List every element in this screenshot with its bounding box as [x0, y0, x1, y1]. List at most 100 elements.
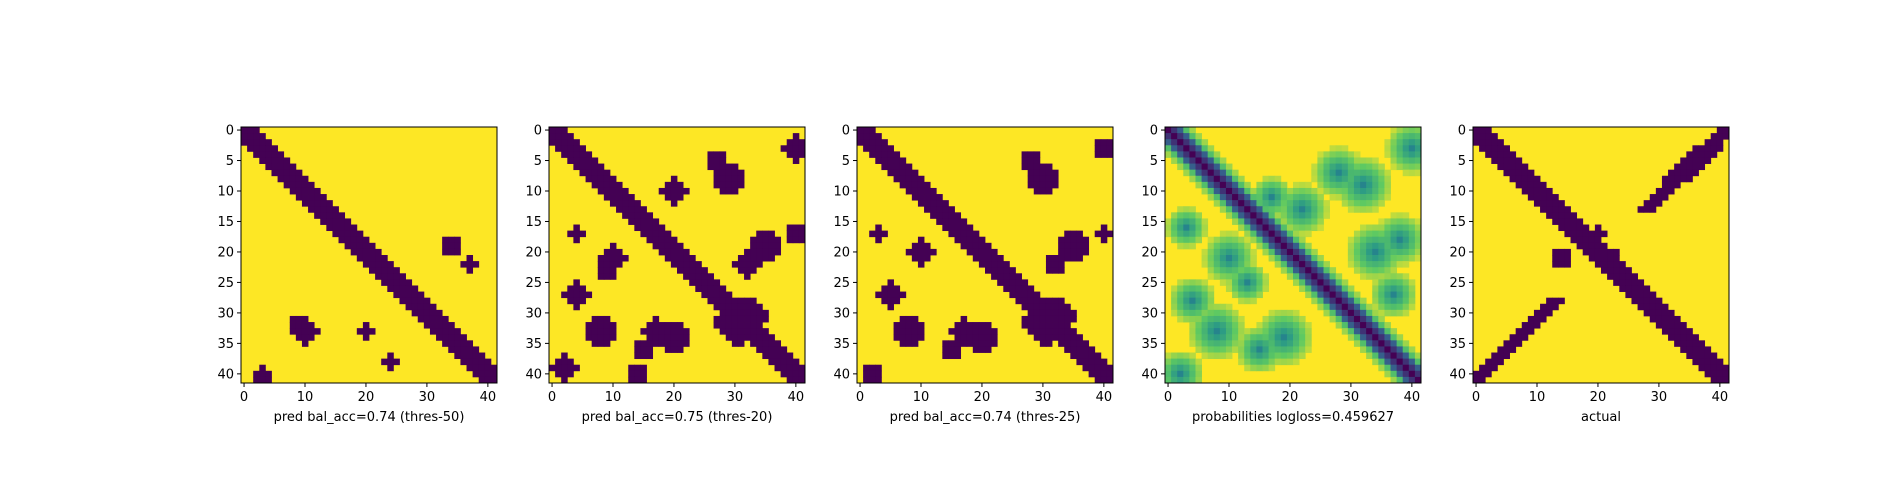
heatmap-cell: [1250, 236, 1257, 244]
heatmap-cell: [768, 236, 775, 244]
heatmap-cell: [893, 322, 901, 329]
heatmap-cell: [1619, 267, 1626, 274]
heatmap-cell: [1003, 285, 1010, 292]
heatmap-cell: [1293, 248, 1300, 256]
heatmap-cell: [1177, 224, 1184, 232]
heatmap-cell: [677, 255, 684, 262]
heatmap-cell: [1244, 224, 1251, 232]
heatmap-cell: [1402, 218, 1410, 225]
heatmap-cell: [792, 157, 800, 164]
heatmap-cell: [1390, 358, 1398, 366]
heatmap-cell: [567, 145, 574, 152]
heatmap-cell: [1299, 212, 1306, 219]
x-tick-label: 40: [1712, 390, 1729, 405]
y-tick-label: 25: [217, 276, 234, 291]
heatmap-cell: [768, 352, 775, 360]
heatmap-cell: [301, 194, 309, 201]
heatmap-cell: [283, 157, 291, 164]
heatmap-cell: [1250, 200, 1257, 207]
heatmap-cell: [1311, 200, 1318, 207]
heatmap-cell: [567, 364, 574, 372]
heatmap-cell: [786, 224, 794, 232]
heatmap-cell: [1225, 334, 1233, 341]
heatmap-cell: [1232, 322, 1239, 329]
heatmap-cell: [1353, 151, 1361, 158]
heatmap-cell: [1183, 212, 1190, 219]
heatmap-cell: [1213, 157, 1221, 164]
heatmap-cell: [960, 242, 968, 250]
heatmap-cell: [472, 358, 480, 366]
heatmap-cell: [1366, 346, 1373, 353]
heatmap-cell: [1213, 200, 1221, 207]
heatmap-cell: [603, 315, 611, 323]
heatmap-cell: [997, 273, 1004, 280]
heatmap-cell: [1189, 334, 1196, 341]
heatmap-cell: [1033, 309, 1041, 317]
heatmap-cell: [1286, 322, 1294, 329]
heatmap-cell: [567, 157, 574, 164]
heatmap-cell: [1256, 194, 1263, 201]
heatmap-cell: [646, 230, 654, 238]
heatmap-cell: [1305, 273, 1312, 280]
heatmap-cell: [1408, 364, 1416, 372]
heatmap-cell: [768, 248, 775, 256]
heatmap-cell: [1225, 261, 1233, 268]
heatmap-cell: [1619, 285, 1626, 292]
heatmap-cell: [713, 163, 721, 171]
heatmap-cell: [1515, 328, 1523, 335]
heatmap-cell: [664, 322, 672, 329]
heatmap-cell: [664, 346, 672, 353]
heatmap-cell: [1299, 279, 1306, 286]
heatmap-cell: [1262, 200, 1270, 207]
heatmap-cell: [1165, 352, 1172, 360]
heatmap-cell: [1408, 370, 1416, 378]
y-tick-label: 25: [833, 276, 850, 291]
heatmap-cell: [1045, 187, 1053, 195]
heatmap-cell: [1396, 139, 1404, 146]
heatmap-cell: [1064, 334, 1071, 341]
heatmap-cell: [756, 255, 763, 262]
heatmap-cell: [1378, 242, 1385, 250]
heatmap-cell: [911, 255, 919, 262]
heatmap-cell: [1225, 352, 1233, 360]
heatmap-cell: [960, 224, 968, 232]
heatmap-cell: [1546, 194, 1553, 201]
heatmap-cell: [881, 139, 888, 146]
heatmap-cell: [1274, 187, 1282, 195]
heatmap-cell: [954, 212, 962, 219]
heatmap-cell: [1674, 334, 1681, 341]
heatmap-cell: [1402, 285, 1410, 292]
heatmap-cell: [899, 315, 907, 323]
heatmap-cell: [1293, 267, 1300, 274]
heatmap-cell: [1256, 328, 1263, 335]
heatmap-cell: [1396, 236, 1404, 244]
heatmap-cell: [924, 187, 931, 195]
heatmap-cell: [1372, 194, 1379, 201]
heatmap-cell: [448, 322, 455, 329]
heatmap-cell: [1183, 291, 1190, 299]
heatmap-cell: [1390, 346, 1398, 353]
heatmap-cell: [1686, 175, 1693, 183]
heatmap-cell: [1360, 242, 1367, 250]
heatmap-cell: [1201, 309, 1209, 317]
heatmap-cell: [1353, 175, 1361, 183]
heatmap-cell: [1680, 340, 1687, 347]
heatmap-cell: [1244, 352, 1251, 360]
heatmap-cell: [362, 261, 370, 268]
heatmap-cell: [1716, 370, 1724, 378]
heatmap-cell: [930, 212, 937, 219]
heatmap-cell: [1045, 163, 1053, 171]
heatmap-cell: [436, 309, 443, 317]
heatmap-cell: [1408, 127, 1416, 134]
y-tick-label: 40: [525, 367, 542, 382]
heatmap-cell: [646, 340, 654, 347]
heatmap-cell: [356, 236, 364, 244]
heatmap-cell: [1177, 370, 1184, 378]
heatmap-cell: [1594, 248, 1602, 256]
heatmap-cell: [573, 279, 580, 286]
heatmap-cell: [585, 169, 593, 177]
heatmap-cell: [1219, 334, 1227, 341]
heatmap-cell: [308, 187, 315, 195]
heatmap-cell: [911, 181, 919, 189]
heatmap-cell: [640, 224, 647, 232]
